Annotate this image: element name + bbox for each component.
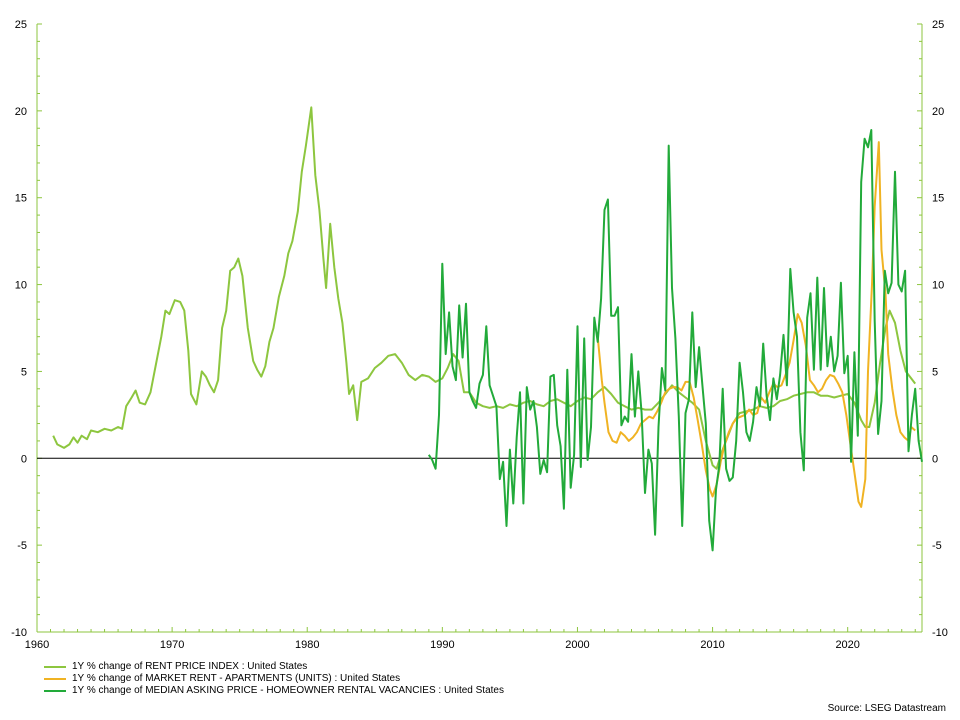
y-tick-label-right: -10 [932, 627, 948, 639]
y-tick-label-right: -5 [932, 540, 942, 552]
legend-swatch-rent-price-index [44, 666, 66, 668]
axes [36, 23, 923, 633]
y-tick-label-left: -5 [17, 540, 27, 552]
y-tick-label-left: 5 [21, 366, 27, 378]
y-tick-label-right: 15 [932, 193, 944, 205]
series-line-market-rent-apartments [596, 141, 916, 508]
y-tick-label-right: 20 [932, 106, 944, 118]
legend: 1Y % change of RENT PRICE INDEX : United… [44, 661, 504, 697]
series-lines [52, 106, 923, 552]
legend-label-median-asking-price: 1Y % change of MEDIAN ASKING PRICE - HOM… [72, 685, 504, 696]
legend-swatch-median-asking-price [44, 690, 66, 692]
legend-label-market-rent: 1Y % change of MARKET RENT - APARTMENTS … [72, 673, 401, 684]
x-tick-label: 1990 [430, 639, 454, 651]
x-tick-label: 1980 [295, 639, 319, 651]
source-note: Source: LSEG Datastream [827, 703, 946, 714]
y-tick-label-right: 10 [932, 280, 944, 292]
legend-item: 1Y % change of MARKET RENT - APARTMENTS … [44, 673, 504, 685]
legend-label-rent-price-index: 1Y % change of RENT PRICE INDEX : United… [72, 661, 308, 672]
y-tick-label-right: 5 [932, 366, 938, 378]
x-tick-label: 2000 [565, 639, 589, 651]
y-tick-label-left: 0 [21, 453, 27, 465]
series-line-rent-price-index [52, 106, 916, 470]
legend-item: 1Y % change of RENT PRICE INDEX : United… [44, 661, 504, 673]
y-tick-label-left: 20 [15, 106, 27, 118]
y-tick-label-left: 10 [15, 280, 27, 292]
x-tick-label: 2010 [700, 639, 724, 651]
y-tick-label-right: 25 [932, 19, 944, 31]
legend-swatch-market-rent [44, 678, 66, 680]
x-tick-label: 2020 [835, 639, 859, 651]
y-tick-label-left: 25 [15, 19, 27, 31]
y-tick-label-left: -10 [11, 627, 27, 639]
series-line-median-asking-price [427, 129, 923, 552]
legend-item: 1Y % change of MEDIAN ASKING PRICE - HOM… [44, 685, 504, 697]
x-tick-label: 1970 [160, 639, 184, 651]
x-tick-label: 1960 [25, 639, 49, 651]
y-tick-label-right: 0 [932, 453, 938, 465]
y-tick-label-left: 15 [15, 193, 27, 205]
